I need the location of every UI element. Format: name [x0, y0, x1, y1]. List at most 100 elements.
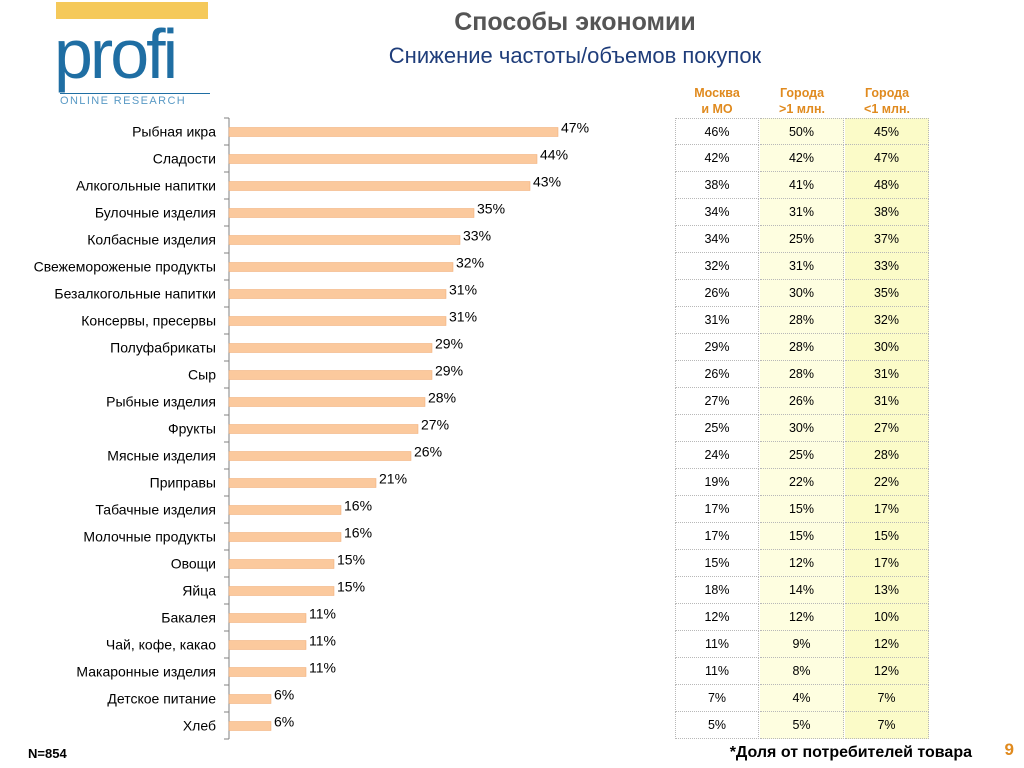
- table-cell: 31%: [845, 388, 929, 415]
- bar: [228, 397, 426, 407]
- table-cell: 45%: [845, 118, 929, 145]
- bar-value-label: 44%: [540, 147, 568, 163]
- bar-value-label: 32%: [456, 255, 484, 271]
- category-label: Колбасные изделия: [87, 232, 216, 248]
- bar-value-label: 11%: [309, 633, 336, 649]
- table-row: 12% 12% 10%: [675, 604, 931, 631]
- bar-value-label: 47%: [561, 120, 589, 136]
- table-cell: 12%: [760, 604, 844, 631]
- page-number: 9: [1004, 740, 1014, 759]
- table-row: 11% 8% 12%: [675, 658, 931, 685]
- category-label: Сладости: [153, 151, 216, 167]
- category-label: Безалкогольные напитки: [54, 286, 216, 302]
- slide-subtitle: Снижение частоты/объемов покупок: [388, 43, 762, 68]
- bar: [228, 532, 342, 542]
- category-label: Бакалея: [161, 610, 216, 626]
- bar-value-label: 28%: [428, 390, 456, 406]
- table-cell: 31%: [675, 307, 759, 334]
- table-cell: 28%: [760, 361, 844, 388]
- column-header-moscow: Москва и МО: [675, 85, 759, 117]
- table-cell: 26%: [675, 361, 759, 388]
- bar-value-label: 26%: [414, 444, 442, 460]
- category-label: Консервы, пресервы: [81, 313, 216, 329]
- table-cell: 47%: [845, 145, 929, 172]
- table-cell: 42%: [760, 145, 844, 172]
- category-label: Фрукты: [168, 421, 216, 437]
- table-cell: 7%: [845, 712, 929, 739]
- table-cell: 50%: [760, 118, 844, 145]
- column-header-line: Города: [864, 86, 910, 100]
- bar: [228, 370, 433, 380]
- table-cell: 12%: [675, 604, 759, 631]
- bar: [228, 721, 272, 731]
- table-row: 42% 42% 47%: [675, 145, 931, 172]
- category-label: Мясные изделия: [107, 448, 216, 464]
- table-row: 5% 5% 7%: [675, 712, 931, 739]
- table-cell: 37%: [845, 226, 929, 253]
- table-cell: 11%: [675, 631, 759, 658]
- bar-value-label: 16%: [344, 525, 372, 541]
- table-cell: 30%: [760, 280, 844, 307]
- table-cell: 46%: [675, 118, 759, 145]
- bar: [228, 289, 447, 299]
- category-label: Хлеб: [183, 718, 216, 734]
- table-cell: 33%: [845, 253, 929, 280]
- bar: [228, 262, 454, 272]
- table-cell: 48%: [845, 172, 929, 199]
- table-cell: 35%: [845, 280, 929, 307]
- bar: [228, 559, 335, 569]
- bar: [228, 451, 412, 461]
- table-cell: 14%: [760, 577, 844, 604]
- table-cell: 28%: [845, 442, 929, 469]
- table-row: 38% 41% 48%: [675, 172, 931, 199]
- bar: [228, 181, 531, 191]
- column-header-line: Москва: [694, 86, 740, 100]
- category-label: Овощи: [171, 556, 216, 572]
- table-cell: 7%: [845, 685, 929, 712]
- logo-bar: [56, 2, 208, 19]
- table-cell: 18%: [675, 577, 759, 604]
- bar: [228, 667, 307, 677]
- table-cell: 31%: [845, 361, 929, 388]
- category-label: Булочные изделия: [95, 205, 216, 221]
- table-cell: 27%: [845, 415, 929, 442]
- category-label: Свежемороженые продукты: [34, 259, 216, 275]
- table-cell: 22%: [760, 469, 844, 496]
- table-row: 27% 26% 31%: [675, 388, 931, 415]
- category-label: Молочные продукты: [83, 529, 216, 545]
- table-cell: 26%: [675, 280, 759, 307]
- table-cell: 17%: [675, 523, 759, 550]
- table-cell: 41%: [760, 172, 844, 199]
- category-label: Алкогольные напитки: [76, 178, 216, 194]
- table-row: 18% 14% 13%: [675, 577, 931, 604]
- category-label: Макаронные изделия: [76, 664, 216, 680]
- table-cell: 12%: [760, 550, 844, 577]
- table-cell: 8%: [760, 658, 844, 685]
- category-label: Сыр: [188, 367, 216, 383]
- bar-value-label: 33%: [463, 228, 491, 244]
- table-cell: 31%: [760, 253, 844, 280]
- table-cell: 29%: [675, 334, 759, 361]
- bar-value-label: 29%: [435, 336, 463, 352]
- table-row: 46% 50% 45%: [675, 118, 931, 145]
- bar: [228, 586, 335, 596]
- bar-value-label: 15%: [337, 579, 365, 595]
- bar: [228, 343, 433, 353]
- footnote: *Доля от потребителей товара: [729, 744, 972, 761]
- table-cell: 28%: [760, 307, 844, 334]
- column-header-line: Города: [779, 86, 825, 100]
- table-row: 32% 31% 33%: [675, 253, 931, 280]
- table-row: 17% 15% 15%: [675, 523, 931, 550]
- table-row: 15% 12% 17%: [675, 550, 931, 577]
- table-cell: 22%: [845, 469, 929, 496]
- bar-value-label: 6%: [274, 687, 294, 703]
- bar-value-label: 43%: [533, 174, 561, 190]
- table-cell: 17%: [845, 550, 929, 577]
- bar-value-label: 6%: [274, 714, 294, 730]
- table-cell: 25%: [760, 442, 844, 469]
- bar: [228, 235, 461, 245]
- bar: [228, 316, 447, 326]
- bar: [228, 127, 559, 137]
- table-cell: 34%: [675, 199, 759, 226]
